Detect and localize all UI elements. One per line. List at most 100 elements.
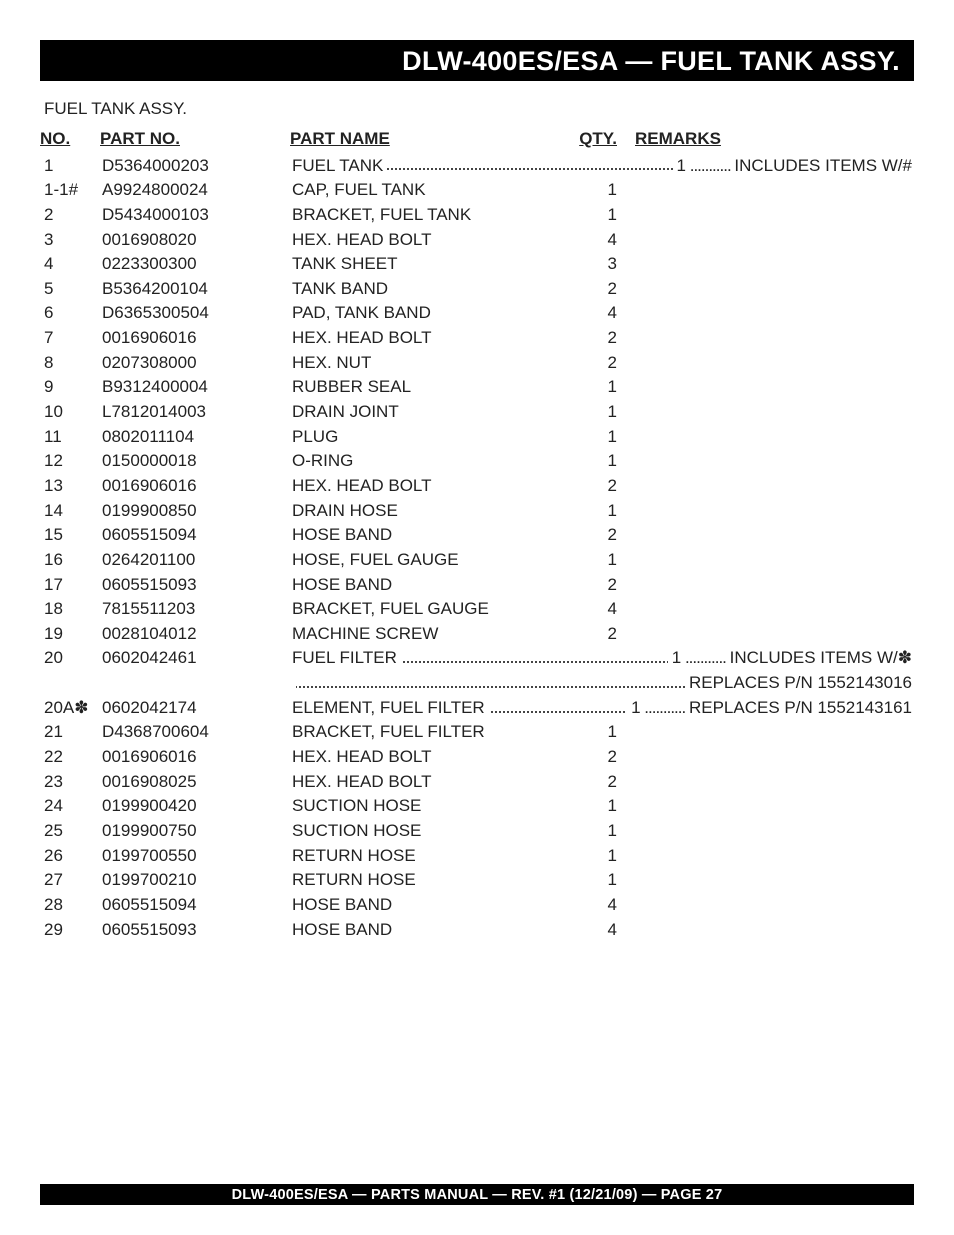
cell-qty: 4 <box>575 228 635 253</box>
cell-name: SUCTION HOSE <box>290 794 575 819</box>
cell-no: 5 <box>40 277 100 302</box>
col-header-remarks: REMARKS <box>635 127 914 154</box>
table-row: 140199900850DRAIN HOSE1 <box>40 499 914 524</box>
cell-qty: 4 <box>575 597 635 622</box>
cell-remarks <box>635 400 914 425</box>
cell-part-no: 0199900750 <box>100 819 290 844</box>
cell-part-no <box>100 671 290 696</box>
cell-no: 4 <box>40 252 100 277</box>
cell-name: HEX. HEAD BOLT <box>290 770 575 795</box>
footer-text: DLW-400ES/ESA — PARTS MANUAL — REV. #1 (… <box>232 1187 723 1203</box>
table-row: 120150000018O-RING1 <box>40 449 914 474</box>
cell-no: 12 <box>40 449 100 474</box>
table-row: 5B5364200104TANK BAND2 <box>40 277 914 302</box>
cell-name: FUEL TANK <box>292 156 387 175</box>
section-heading: FUEL TANK ASSY. <box>44 99 914 119</box>
cell-part-no: A9924800024 <box>100 178 290 203</box>
cell-remarks <box>635 770 914 795</box>
cell-no: 8 <box>40 351 100 376</box>
cell-name: BRACKET, FUEL FILTER <box>290 720 575 745</box>
cell-no: 18 <box>40 597 100 622</box>
cell-name: SUCTION HOSE <box>290 819 575 844</box>
cell-name: TANK BAND <box>290 277 575 302</box>
cell-qty: 2 <box>575 351 635 376</box>
cell-no: 22 <box>40 745 100 770</box>
cell-remarks <box>635 277 914 302</box>
cell-name: TANK SHEET <box>290 252 575 277</box>
cell-name: PLUG <box>290 425 575 450</box>
table-header-row: NO. PART NO. PART NAME QTY. REMARKS <box>40 127 914 154</box>
cell-remarks <box>635 203 914 228</box>
cell-dotted: 1 ........... INCLUDES ITEMS W/✽FUEL FIL… <box>290 646 914 671</box>
cell-name: RUBBER SEAL <box>290 375 575 400</box>
cell-no: 13 <box>40 474 100 499</box>
cell-part-no: L7812014003 <box>100 400 290 425</box>
cell-part-no: 0016906016 <box>100 474 290 499</box>
cell-remarks <box>635 918 914 943</box>
cell-remarks <box>635 720 914 745</box>
col-header-part-no: PART NO. <box>100 127 290 154</box>
cell-name: HEX. NUT <box>290 351 575 376</box>
cell-qty: 2 <box>575 745 635 770</box>
cell-part-no: 0150000018 <box>100 449 290 474</box>
cell-qty: 1 <box>575 375 635 400</box>
cell-remarks-with-qty: REPLACES P/N 1552143016 <box>685 671 912 696</box>
table-row: 1-1#A9924800024CAP, FUEL TANK1 <box>40 178 914 203</box>
cell-name: FUEL FILTER <box>292 648 401 667</box>
col-header-qty: QTY. <box>575 127 635 154</box>
cell-no: 3 <box>40 228 100 253</box>
cell-qty: 2 <box>575 326 635 351</box>
cell-no: 1 <box>40 154 100 179</box>
cell-no <box>40 671 100 696</box>
cell-remarks <box>635 893 914 918</box>
cell-name: DRAIN JOINT <box>290 400 575 425</box>
cell-name: PAD, TANK BAND <box>290 301 575 326</box>
cell-qty: 2 <box>575 770 635 795</box>
cell-remarks: INCLUDES ITEMS W/# <box>734 156 912 175</box>
cell-qty: 1 <box>575 868 635 893</box>
cell-part-no: 0028104012 <box>100 622 290 647</box>
cell-qty: 2 <box>575 523 635 548</box>
cell-name <box>292 673 296 692</box>
table-row: 230016908025HEX. HEAD BOLT2 <box>40 770 914 795</box>
cell-remarks <box>635 449 914 474</box>
table-row: 160264201100HOSE, FUEL GAUGE1 <box>40 548 914 573</box>
cell-name: HEX. HEAD BOLT <box>290 326 575 351</box>
cell-remarks <box>635 228 914 253</box>
page-footer-bar: DLW-400ES/ESA — PARTS MANUAL — REV. #1 (… <box>40 1184 914 1205</box>
cell-no: 23 <box>40 770 100 795</box>
cell-part-no: 0605515093 <box>100 918 290 943</box>
cell-name: HEX. HEAD BOLT <box>290 228 575 253</box>
table-row: 110802011104PLUG1 <box>40 425 914 450</box>
cell-qty: 4 <box>575 301 635 326</box>
cell-part-no: 0605515093 <box>100 573 290 598</box>
page-title-text: DLW-400ES/ESA — FUEL TANK ASSY. <box>402 46 900 76</box>
cell-no: 16 <box>40 548 100 573</box>
cell-name: HOSE BAND <box>290 573 575 598</box>
cell-remarks <box>635 474 914 499</box>
cell-no: 27 <box>40 868 100 893</box>
cell-part-no: 7815511203 <box>100 597 290 622</box>
cell-qty: 2 <box>575 277 635 302</box>
cell-qty: 1 <box>575 178 635 203</box>
cell-part-no: 0602042174 <box>100 696 290 721</box>
col-header-no: NO. <box>40 127 100 154</box>
parts-table: NO. PART NO. PART NAME QTY. REMARKS 1D53… <box>40 127 914 942</box>
cell-name: HOSE BAND <box>290 893 575 918</box>
table-row: 1D53640002031 ........... INCLUDES ITEMS… <box>40 154 914 179</box>
cell-no: 20A✽ <box>40 696 100 721</box>
cell-dotted: 1 ........... INCLUDES ITEMS W/#FUEL TAN… <box>290 154 914 179</box>
cell-qty: 1 <box>575 844 635 869</box>
table-row: 150605515094HOSE BAND2 <box>40 523 914 548</box>
cell-remarks <box>635 326 914 351</box>
cell-no: 9 <box>40 375 100 400</box>
table-row: 10L7812014003DRAIN JOINT1 <box>40 400 914 425</box>
cell-no: 6 <box>40 301 100 326</box>
cell-name: BRACKET, FUEL TANK <box>290 203 575 228</box>
cell-qty: 1 <box>672 648 681 667</box>
cell-name: ELEMENT, FUEL FILTER <box>292 698 489 717</box>
cell-name: BRACKET, FUEL GAUGE <box>290 597 575 622</box>
cell-no: 19 <box>40 622 100 647</box>
table-row: 70016906016HEX. HEAD BOLT2 <box>40 326 914 351</box>
table-row: 2D5434000103BRACKET, FUEL TANK1 <box>40 203 914 228</box>
